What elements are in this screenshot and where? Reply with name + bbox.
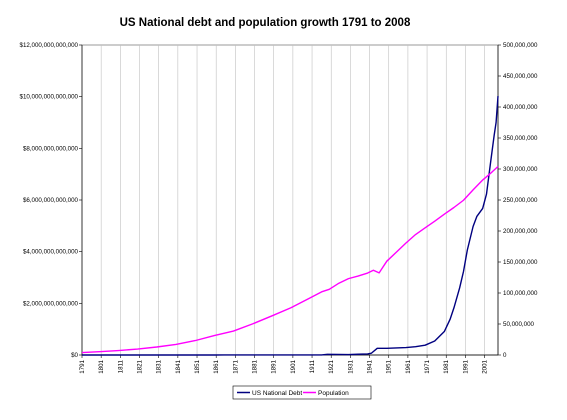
x-tick-label: 1881 [252, 359, 259, 373]
x-tick-label: 1831 [156, 359, 163, 373]
x-tick-label: 1921 [328, 359, 335, 373]
right-tick-label: 50,000,000 [503, 321, 535, 328]
right-y-axis: 0 50,000,000 100,000,000 150,000,000 200,000… [497, 42, 538, 359]
right-tick-label: 0 [503, 352, 507, 359]
x-tick-label: 1911 [309, 359, 316, 373]
x-tick-label: 1891 [271, 359, 278, 373]
series-line-population [81, 165, 499, 354]
legend-label-debt: US National Debt [252, 390, 302, 397]
legend: US National Debt Population [232, 385, 372, 400]
x-tick-label: 1801 [98, 359, 105, 373]
x-tick-label: 1871 [232, 359, 239, 373]
x-axis: 1791 1801 1811 1821 1831 1841 1851 1861 1871 1881… [79, 354, 498, 374]
x-tick-label: 1861 [213, 359, 220, 373]
right-tick-label: 350,000,000 [503, 135, 538, 142]
x-tick-label: 1961 [405, 359, 412, 373]
chart-title: US National debt and population growth 1… [120, 17, 411, 29]
left-tick-label: $8,000,000,000,000 [23, 145, 79, 152]
x-tick-label: 1841 [175, 359, 182, 373]
x-tick-label: 1981 [443, 359, 450, 373]
series-line-us-national-debt [82, 95, 499, 356]
x-tick-label: 1821 [137, 359, 144, 373]
right-tick-label: 200,000,000 [503, 228, 538, 235]
right-tick-label: 400,000,000 [503, 104, 538, 111]
x-tick-label: 1851 [194, 359, 201, 373]
x-tick-label: 1971 [424, 359, 431, 373]
x-tick-label: 1811 [117, 359, 124, 373]
left-y-axis: $0 $2,000,000,000,000 $4,000,000,000,000 $6… [20, 42, 83, 359]
left-tick-label: $10,000,000,000,000 [20, 94, 79, 101]
right-tick-label: 450,000,000 [503, 73, 538, 80]
right-tick-label: 300,000,000 [503, 166, 538, 173]
left-tick-label: $12,000,000,000,000 [20, 42, 79, 49]
left-tick-label: $2,000,000,000,000 [23, 300, 79, 307]
right-tick-label: 150,000,000 [503, 259, 538, 266]
left-tick-label: $6,000,000,000,000 [23, 197, 79, 204]
x-tick-label: 1791 [79, 359, 86, 373]
series-layer [81, 95, 499, 356]
x-tick-label: 1941 [367, 359, 374, 373]
legend-box [232, 385, 372, 400]
right-tick-label: 100,000,000 [503, 290, 538, 297]
x-tick-label: 1931 [347, 359, 354, 373]
x-tick-label: 1951 [386, 359, 393, 373]
left-tick-label: $0 [71, 352, 78, 359]
x-tick-label: 1991 [462, 359, 469, 373]
x-tick-label: 1901 [290, 359, 297, 373]
x-tick-label: 2001 [482, 359, 489, 373]
plot-area [81, 44, 499, 356]
right-tick-label: 500,000,000 [503, 42, 538, 49]
right-tick-label: 250,000,000 [503, 197, 538, 204]
legend-label-population: Population [318, 390, 349, 397]
left-tick-label: $4,000,000,000,000 [23, 249, 79, 256]
